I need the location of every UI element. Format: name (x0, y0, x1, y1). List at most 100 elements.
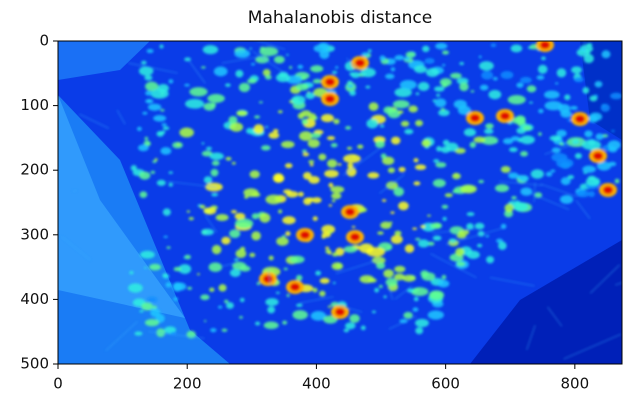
texture-speck (435, 43, 447, 49)
texture-speck (145, 319, 159, 326)
texture-speck (259, 47, 278, 56)
texture-speck (229, 116, 238, 124)
texture-speck (546, 172, 552, 177)
texture-speck (162, 273, 168, 277)
texture-speck (169, 183, 173, 187)
texture-speck (308, 176, 319, 184)
texture-speck (467, 212, 475, 216)
texture-speck (377, 231, 383, 234)
texture-speck (204, 176, 212, 183)
texture-hot (300, 231, 310, 239)
texture-speck (564, 94, 570, 100)
texture-speck (324, 170, 338, 178)
texture-speck (529, 102, 533, 104)
texture-speck (276, 292, 280, 294)
texture-speck (394, 266, 405, 273)
texture-speck (349, 72, 354, 75)
texture-speck (388, 167, 395, 173)
texture-speck (464, 128, 476, 136)
texture-speck (210, 152, 224, 160)
texture-speck (332, 252, 338, 256)
texture-speck (344, 329, 350, 333)
texture-speck (368, 278, 377, 283)
texture-speck (488, 90, 501, 99)
texture-speck (163, 236, 167, 238)
texture-speck (390, 211, 394, 214)
texture-speck (415, 327, 423, 334)
texture-speck (394, 274, 405, 281)
texture-speck (383, 269, 394, 278)
texture-speck (454, 173, 458, 176)
texture-speck (498, 242, 507, 251)
texture-speck (240, 298, 245, 302)
texture-speck (420, 225, 425, 228)
texture-speck (235, 218, 253, 228)
texture-speck (169, 171, 173, 174)
texture-speck (369, 102, 379, 111)
texture-speck (375, 140, 385, 148)
x-tick-label: 400 (302, 375, 331, 393)
texture-speck (250, 170, 260, 178)
y-tick-label: 400 (20, 290, 49, 308)
texture-speck (310, 133, 321, 139)
texture-speck (138, 144, 149, 151)
texture-speck (297, 65, 303, 69)
texture-speck (141, 302, 153, 310)
texture-speck (379, 285, 383, 288)
texture-speck (441, 146, 451, 153)
texture-speck (412, 228, 417, 230)
texture-hot (603, 186, 613, 194)
texture-speck (570, 106, 578, 110)
texture-speck (145, 137, 149, 140)
texture-speck (139, 171, 150, 179)
texture-speck (520, 135, 535, 144)
texture-speck (450, 73, 462, 79)
texture-speck (319, 291, 325, 297)
texture-speck (414, 65, 427, 73)
texture-speck (144, 267, 146, 269)
texture-speck (511, 44, 523, 52)
texture-speck (148, 104, 161, 111)
texture-speck (433, 235, 442, 240)
texture-speck (333, 119, 339, 124)
texture-speck (576, 190, 589, 197)
texture-speck (404, 57, 410, 61)
texture-speck (257, 282, 260, 285)
texture-speck (250, 48, 252, 50)
texture-speck (491, 43, 497, 47)
texture-speck (184, 57, 191, 61)
texture-hot (345, 208, 355, 216)
y-tick-label: 100 (20, 96, 49, 114)
texture-speck (376, 262, 385, 269)
texture-speck (584, 130, 592, 137)
texture-speck (140, 251, 155, 259)
texture-speck (302, 150, 307, 152)
texture-speck (201, 66, 206, 68)
texture-speck (508, 172, 518, 178)
texture-speck (338, 163, 342, 165)
texture-speck (518, 139, 523, 143)
texture-speck (391, 137, 401, 145)
texture-hot (470, 114, 480, 122)
texture-speck (298, 113, 304, 119)
texture-speck (349, 314, 360, 323)
texture-speck (303, 152, 310, 156)
texture-speck (147, 49, 154, 53)
texture-speck (310, 65, 323, 72)
texture-speck (261, 145, 271, 150)
texture-speck (328, 252, 331, 254)
texture-speck (200, 294, 209, 300)
texture-speck (574, 77, 584, 82)
texture-speck (313, 288, 318, 293)
texture-speck (214, 67, 228, 77)
texture-speck (400, 80, 417, 90)
texture-speck (265, 75, 272, 80)
texture-speck (137, 127, 142, 131)
texture-speck (442, 50, 449, 54)
texture-speck (318, 154, 326, 161)
texture-speck (285, 231, 290, 236)
texture-speck (209, 262, 223, 272)
texture-speck (512, 117, 526, 124)
texture-speck (222, 329, 228, 332)
texture-speck (278, 210, 282, 214)
